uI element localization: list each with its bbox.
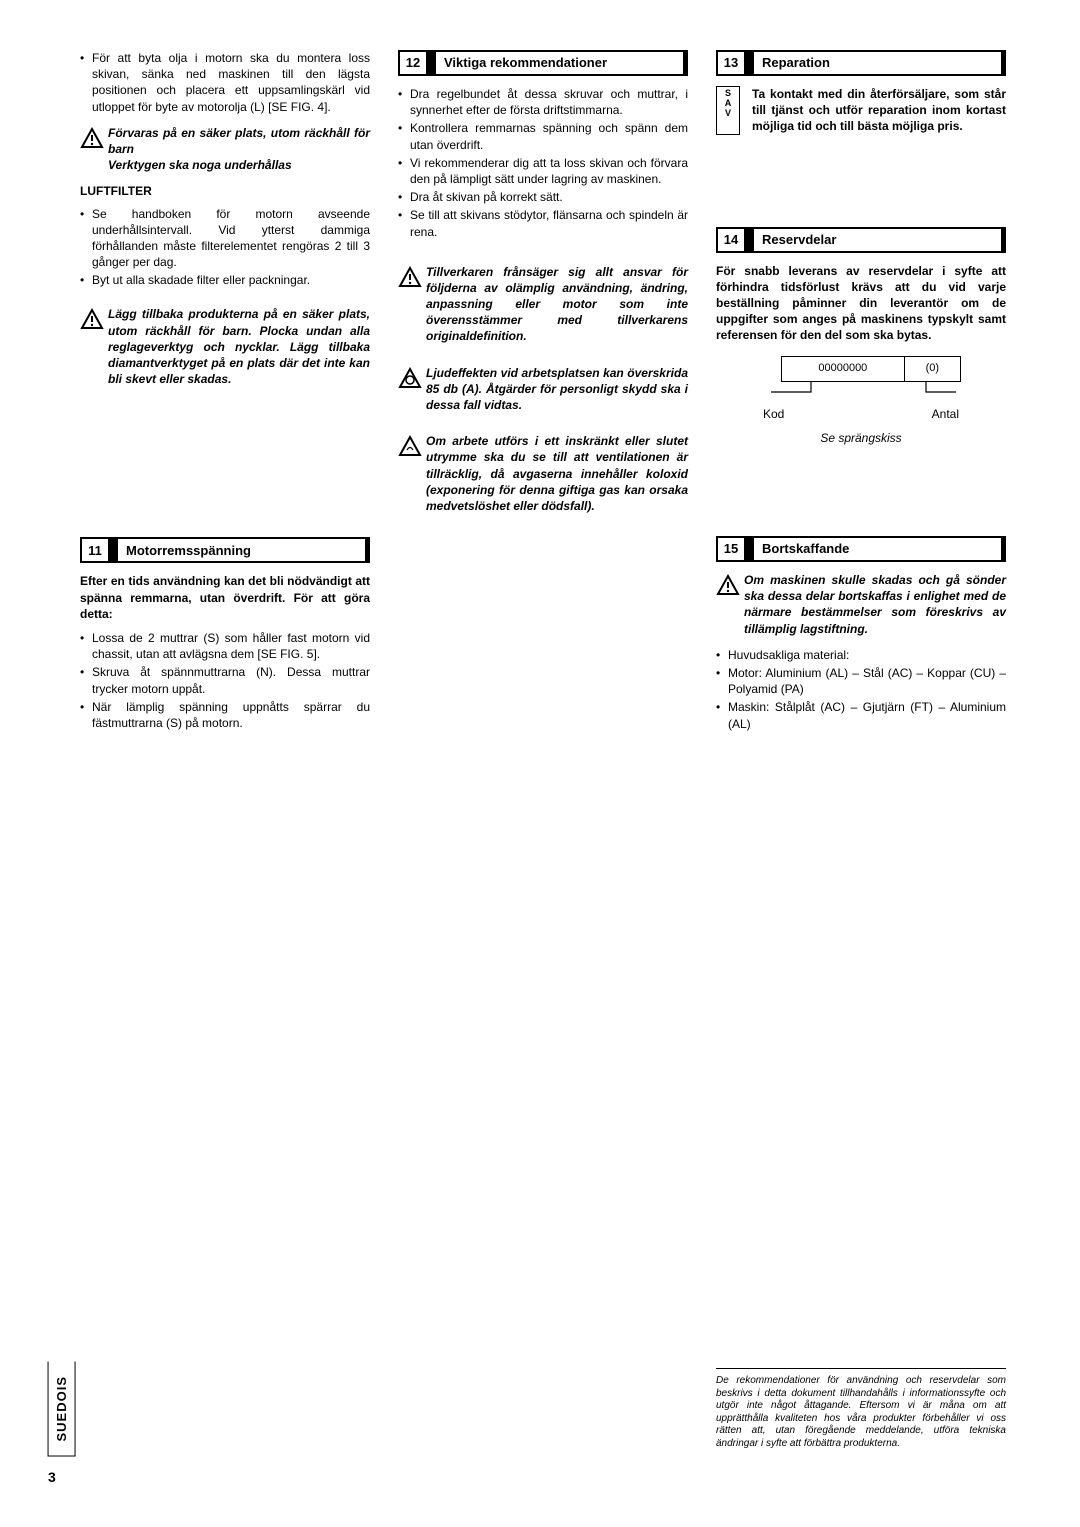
page-columns: • För att byta olja i motorn ska du mont… [80,50,1030,1450]
reservdelar-para: För snabb leverans av reservdelar i syft… [716,263,1006,344]
section-title: Motorremsspänning [118,539,365,561]
part-caption: Se sprängskiss [761,430,961,446]
sav-badge: S A V [716,86,740,135]
section-title: Bortskaffande [754,538,1001,560]
column-2: 12 Viktiga rekommendationer •Dra regelbu… [398,50,688,1450]
column-3: 13 Reparation S A V Ta kontakt med din å… [716,50,1006,1450]
warning-block: Om maskinen skulle skadas och gå sönder … [716,572,1006,637]
section-14-header: 14 Reservdelar [716,227,1006,253]
part-code-box: 00000000 [782,357,905,381]
section-12-header: 12 Viktiga rekommendationer [398,50,688,76]
bullet-text: För att byta olja i motorn ska du monter… [92,50,370,115]
section-number: 12 [400,52,428,74]
section-title: Viktiga rekommendationer [436,52,683,74]
warning-block: Ljudeffekten vid arbetsplatsen kan övers… [398,365,688,414]
warning-text: Ljudeffekten vid arbetsplatsen kan övers… [426,365,688,414]
footnote: De rekommendationer för användning och r… [716,1368,1006,1450]
warning-block: Lägg tillbaka produkterna på en säker pl… [80,306,370,387]
luftfilter-title: LUFTFILTER [80,183,370,199]
bullet: •Motor: Aluminium (AL) – Stål (AC) – Kop… [716,665,1006,697]
bullet: •Vi rekommenderar dig att ta loss skivan… [398,155,688,187]
bullet: •Kontrollera remmarnas spänning och spän… [398,120,688,152]
bullet: • Se handboken för motorn avseende under… [80,206,370,271]
warning-block: Om arbete utförs i ett inskränkt eller s… [398,433,688,514]
part-qty-box: (0) [905,357,960,381]
warning-text: Lägg tillbaka produkterna på en säker pl… [108,306,370,387]
warning-icon [80,306,108,387]
sav-text: Ta kontakt med din återförsäljare, som s… [752,86,1006,135]
section-number: 14 [718,229,746,251]
page-number: 3 [48,1468,56,1487]
gas-warning-icon [398,433,426,514]
part-antal-label: Antal [932,406,959,422]
warning-block: Tillverkaren frånsäger sig allt ansvar f… [398,264,688,345]
section-number: 15 [718,538,746,560]
bullet: • När lämplig spänning uppnåtts spärrar … [80,699,370,731]
sav-block: S A V Ta kontakt med din återförsäljare,… [716,86,1006,135]
warning-icon [398,264,426,345]
bullet: • Lossa de 2 muttrar (S) som håller fast… [80,630,370,662]
bullet: •Maskin: Stålplåt (AC) – Gjutjärn (FT) –… [716,699,1006,731]
section-title: Reparation [754,52,1001,74]
part-lines [761,382,961,400]
bullet: •Dra åt skivan på korrekt sätt. [398,189,688,205]
part-kod-label: Kod [763,406,784,422]
bullet: • För att byta olja i motorn ska du mont… [80,50,370,115]
language-tab: SUEDOIS [48,1362,76,1457]
section-13-header: 13 Reparation [716,50,1006,76]
section-11-header: 11 Motorremsspänning [80,537,370,563]
column-1: • För att byta olja i motorn ska du mont… [80,50,370,1450]
section-title: Reservdelar [754,229,1001,251]
warning-text: Förvaras på en säker plats, utom räckhål… [108,125,370,174]
warning-block: Förvaras på en säker plats, utom räckhål… [80,125,370,174]
warning-text: Tillverkaren frånsäger sig allt ansvar f… [426,264,688,345]
section-number: 13 [718,52,746,74]
section-number: 11 [82,539,110,561]
section-11-intro: Efter en tids användning kan det bli nöd… [80,573,370,622]
warning-text: Om maskinen skulle skadas och gå sönder … [744,572,1006,637]
warning-text: Om arbete utförs i ett inskränkt eller s… [426,433,688,514]
bullet: • Byt ut alla skadade filter eller packn… [80,272,370,288]
warning-icon [716,572,744,637]
bullet: • Skruva åt spännmuttrarna (N). Dessa mu… [80,664,370,696]
section-15-header: 15 Bortskaffande [716,536,1006,562]
part-diagram: 00000000 (0) Kod Antal Se sprängskiss [761,356,961,447]
bullet: •Dra regelbundet åt dessa skruvar och mu… [398,86,688,118]
bullet: •Se till att skivans stödytor, flänsarna… [398,207,688,239]
noise-warning-icon [398,365,426,414]
bullet: •Huvudsakliga material: [716,647,1006,663]
warning-icon [80,125,108,174]
